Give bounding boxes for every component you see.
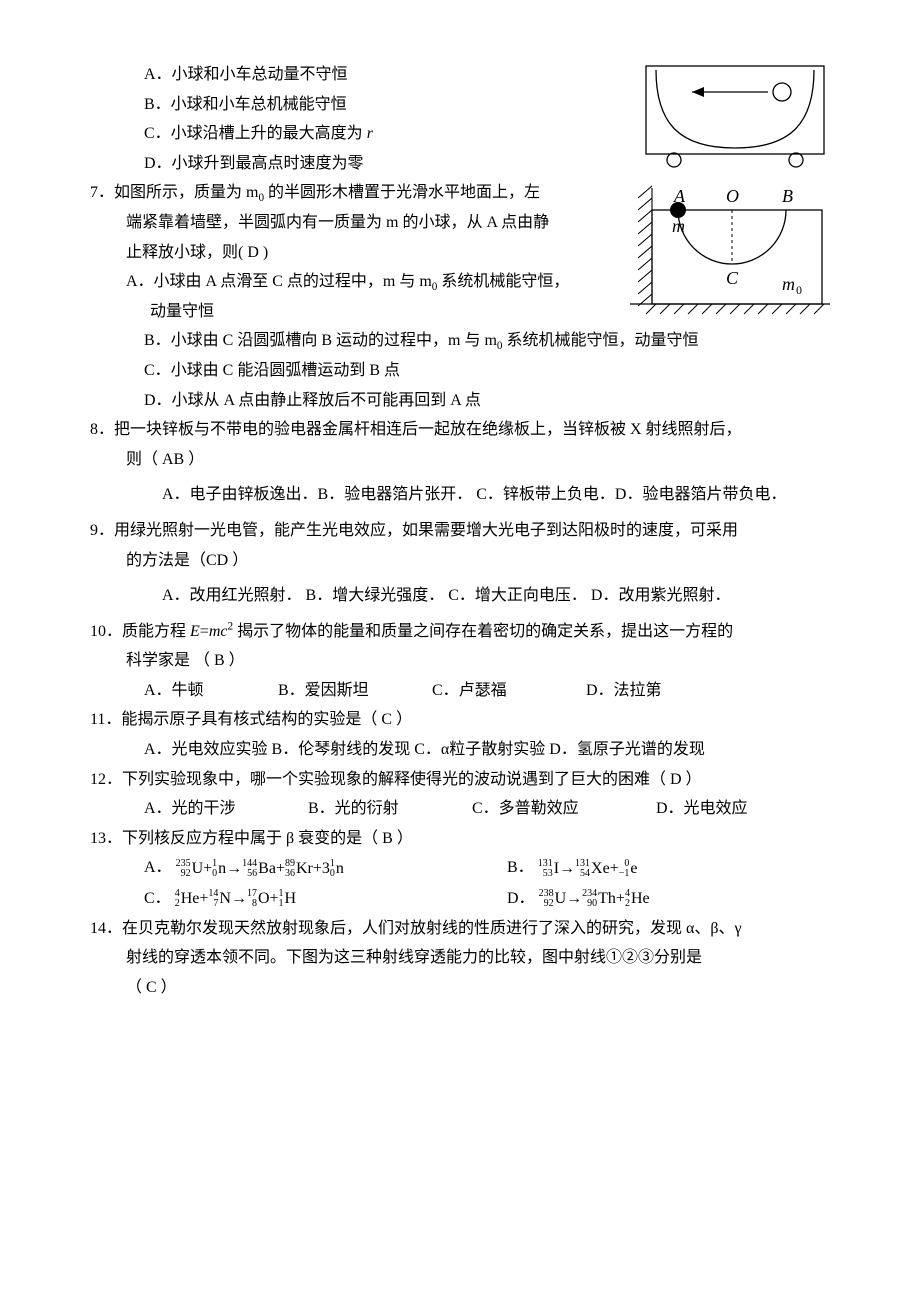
q9-stem2: 的方法是（CD ） <box>90 546 830 576</box>
q7-opt-a: A．小球由 A 点滑至 C 点的过程中，m 与 m0 系统机械能守恒， <box>90 267 614 297</box>
q7-stem-l3: 止释放小球，则( D ) <box>90 238 614 268</box>
svg-text:m: m <box>782 274 795 294</box>
q13-row1: A． 23592U+10n → 14456Ba+8936Kr+310n B． 1… <box>90 853 830 883</box>
q13-opt-a: A． 23592U+10n → 14456Ba+8936Kr+310n <box>144 853 467 883</box>
fig-wall-groove: A O B m C m 0 <box>630 178 830 318</box>
q13-row2: C． 42He+147N → 178O+11H D． 23892U → 2349… <box>90 884 830 914</box>
q7-opt-a2: 动量守恒 <box>90 297 614 327</box>
q6-opt-b: B．小球和小车总机械能守恒 <box>144 90 624 120</box>
q6-opt-a: A．小球和小车总动量不守恒 <box>144 60 624 90</box>
q12-stem: 12．下列实验现象中，哪一个实验现象的解释使得光的波动说遇到了巨大的困难（ D … <box>90 765 830 795</box>
q7-block: 7．如图所示，质量为 m0 的半圆形木槽置于光滑水平地面上，左 端紧靠着墙壁，半… <box>90 178 830 326</box>
q6-block: A．小球和小车总动量不守恒 B．小球和小车总机械能守恒 C．小球沿槽上升的最大高… <box>90 60 830 178</box>
svg-text:0: 0 <box>796 283 802 297</box>
q14-stem3: （ C ） <box>90 973 830 1003</box>
svg-text:O: O <box>726 186 739 206</box>
q13-opt-b: B． 13153I → 13154Xe+0−1e <box>507 853 830 883</box>
svg-text:B: B <box>782 186 793 206</box>
svg-text:A: A <box>673 186 686 206</box>
q9-stem1: 9．用绿光照射一光电管，能产生光电效应，如果需要增大光电子到达阳极时的速度，可采… <box>90 516 830 546</box>
q6-opt-d: D．小球升到最高点时速度为零 <box>144 149 624 179</box>
q10-stem2: 科学家是 （ B ） <box>90 646 830 676</box>
q6-opt-c: C．小球沿槽上升的最大高度为 r <box>144 119 624 149</box>
q7-opt-b: B．小球由 C 沿圆弧槽向 B 运动的过程中，m 与 m0 系统机械能守恒，动量… <box>90 326 830 356</box>
q14-stem1: 14．在贝克勒尔发现天然放射现象后，人们对放射线的性质进行了深入的研究，发现 α… <box>90 914 830 944</box>
q7-opt-d: D．小球从 A 点由静止释放后不可能再回到 A 点 <box>90 386 830 416</box>
q7-stem-l1: 7．如图所示，质量为 m0 的半圆形木槽置于光滑水平地面上，左 <box>90 178 614 208</box>
q8-stem2: 则（ AB ） <box>90 445 830 475</box>
q14-stem2: 射线的穿透本领不同。下图为这三种射线穿透能力的比较，图中射线①②③分别是 <box>90 943 830 973</box>
q10-stem: 10．质能方程 E=mc2 揭示了物体的能量和质量之间存在着密切的确定关系，提出… <box>90 617 830 647</box>
q12-opts: A．光的干涉 B．光的衍射 C．多普勒效应 D．光电效应 <box>90 794 830 824</box>
q7-opt-c: C．小球由 C 能沿圆弧槽运动到 B 点 <box>90 356 830 386</box>
q7-stem-l2: 端紧靠着墙壁，半圆弧内有一质量为 m 的小球，从 A 点由静 <box>90 208 614 238</box>
q9-opts: A．改用红光照射． B．增大绿光强度． C．增大正向电压． D．改用紫光照射． <box>90 581 830 611</box>
fig-cart-bowl <box>640 60 830 170</box>
q8-stem1: 8．把一块锌板与不带电的验电器金属杆相连后一起放在绝缘板上，当锌板被 X 射线照… <box>90 415 830 445</box>
svg-text:C: C <box>726 268 739 288</box>
q6-options: A．小球和小车总动量不守恒 B．小球和小车总机械能守恒 C．小球沿槽上升的最大高… <box>90 60 624 178</box>
q8-opts: A．电子由锌板逸出．B．验电器箔片张开． C．锌板带上负电．D．验电器箔片带负电… <box>90 480 830 510</box>
q13-stem: 13．下列核反应方程中属于 β 衰变的是（ B ） <box>90 824 830 854</box>
svg-text:m: m <box>672 216 685 236</box>
q11-stem: 11．能揭示原子具有核式结构的实验是（ C ） <box>90 705 830 735</box>
q13-opt-c: C． 42He+147N → 178O+11H <box>144 884 467 914</box>
q7-text: 7．如图所示，质量为 m0 的半圆形木槽置于光滑水平地面上，左 端紧靠着墙壁，半… <box>90 178 614 326</box>
q11-opts: A．光电效应实验 B．伦琴射线的发现 C．α粒子散射实验 D．氢原子光谱的发现 <box>90 735 830 765</box>
q10-opts: A．牛顿 B．爱因斯坦 C．卢瑟福 D．法拉第 <box>90 676 830 706</box>
q13-opt-d: D． 23892U → 23490Th+42He <box>507 884 830 914</box>
